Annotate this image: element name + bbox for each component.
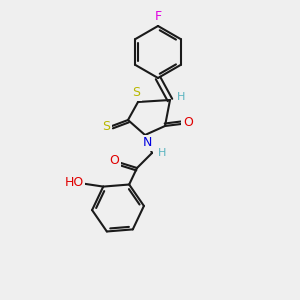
Text: F: F xyxy=(154,11,162,23)
Text: O: O xyxy=(109,154,119,167)
Text: H: H xyxy=(177,92,185,102)
Text: O: O xyxy=(183,116,193,130)
Text: HO: HO xyxy=(64,176,84,189)
Text: N: N xyxy=(142,136,152,149)
Text: S: S xyxy=(132,86,140,100)
Text: S: S xyxy=(102,121,110,134)
Text: H: H xyxy=(158,148,166,158)
